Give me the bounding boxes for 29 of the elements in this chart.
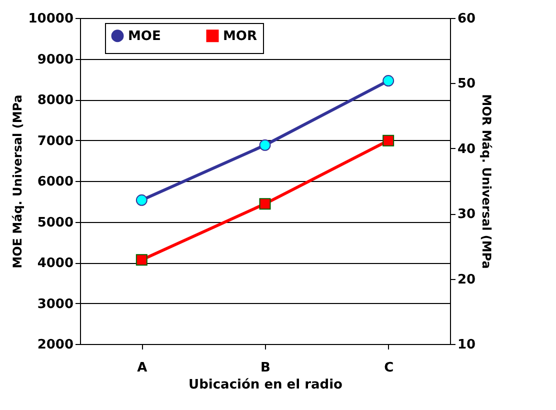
y2-tick-label: 40 <box>458 142 476 157</box>
y-tick-label: 6000 <box>37 174 74 190</box>
y-tick-label: 8000 <box>37 93 74 108</box>
x-tick-label: A <box>137 360 148 376</box>
y-tick-label: 10000 <box>28 12 74 26</box>
y2-tick-label: 10 <box>458 338 476 352</box>
y2-axis-title: MOR Máq. Universal (MPa <box>480 94 494 269</box>
y2-tick-label: 50 <box>458 76 476 92</box>
y-tick-label: 9000 <box>37 52 74 68</box>
point <box>136 254 148 266</box>
x-axis-title: Ubicación en el radio <box>188 378 343 392</box>
point <box>259 198 271 210</box>
y-tick-label: 5000 <box>37 215 74 230</box>
y-tick-label: 7000 <box>37 134 74 149</box>
y2-tick-label: 30 <box>458 207 476 222</box>
legend-label: MOE <box>128 28 161 44</box>
y2-tick-label: 60 <box>458 12 476 26</box>
point <box>382 75 394 86</box>
y-tick-label: 2000 <box>37 338 74 352</box>
y-tick-label: 4000 <box>37 256 74 271</box>
x-tick-label: C <box>384 360 394 376</box>
point <box>382 134 394 146</box>
legend-label: MOR <box>223 28 257 44</box>
y2-tick-label: 20 <box>458 272 476 288</box>
x-tick-label: B <box>260 360 270 376</box>
y-tick-label: 3000 <box>37 296 74 312</box>
point <box>259 139 271 151</box>
y-axis-title: MOE Máq. Universal (MPa <box>10 94 24 268</box>
point <box>136 194 148 206</box>
